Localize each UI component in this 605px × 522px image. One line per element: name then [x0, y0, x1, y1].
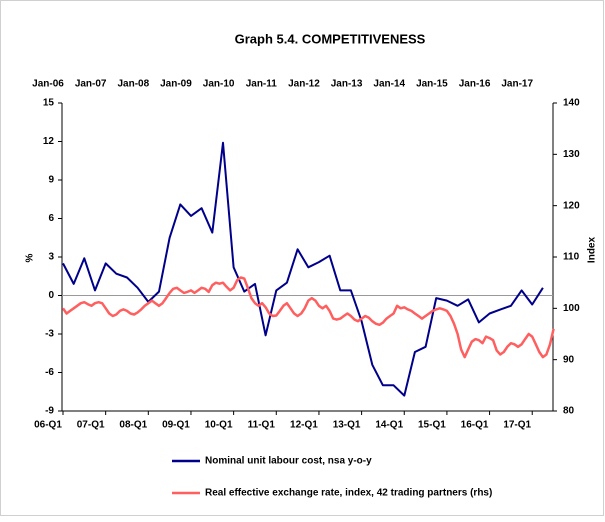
x-tick-label: 15-Q1 [418, 420, 446, 431]
x-tick-label: 11-Q1 [248, 420, 276, 431]
y2-tick-label: 120 [563, 200, 580, 211]
y-tick-label: 9 [48, 175, 54, 186]
x2-tick-label: Jan-12 [288, 79, 320, 90]
x-tick-label: 16-Q1 [461, 420, 489, 431]
x-tick-label: 07-Q1 [77, 420, 105, 431]
x-tick-label: 14-Q1 [375, 420, 403, 431]
y2-tick-label: 100 [563, 303, 580, 314]
y2-tick-label: 130 [563, 149, 580, 160]
x2-tick-label: Jan-13 [331, 79, 363, 90]
y-tick-label: 0 [48, 290, 54, 301]
legend-label: Real effective exchange rate, index, 42 … [205, 488, 492, 499]
x2-tick-label: Jan-09 [160, 79, 192, 90]
x2-tick-label: Jan-16 [459, 79, 491, 90]
chart-title: Graph 5.4. COMPETITIVENESS [235, 31, 426, 46]
x2-tick-label: Jan-17 [501, 79, 533, 90]
x2-tick-label: Jan-08 [117, 79, 149, 90]
legend-label: Nominal unit labour cost, nsa y-o-y [205, 456, 372, 467]
y2-tick-label: 140 [563, 98, 580, 109]
x-tick-label: 17-Q1 [503, 420, 531, 431]
x2-tick-label: Jan-14 [373, 79, 405, 90]
x2-tick-label: Jan-06 [32, 79, 64, 90]
y2-axis-label: Index [587, 237, 598, 264]
y-tick-label: 6 [48, 213, 54, 224]
x-tick-label: 12-Q1 [290, 420, 318, 431]
y-tick-label: -3 [45, 329, 54, 340]
series-line [62, 141, 544, 397]
series-line [61, 276, 555, 359]
x2-tick-label: Jan-10 [203, 79, 235, 90]
x-tick-label: 13-Q1 [333, 420, 361, 431]
y-tick-label: -6 [45, 367, 54, 378]
y-tick-label: -9 [45, 406, 54, 417]
x2-tick-label: Jan-11 [246, 79, 278, 90]
y2-tick-label: 90 [563, 354, 575, 365]
y-tick-label: 15 [43, 98, 55, 109]
y2-tick-label: 110 [563, 252, 580, 263]
y-tick-label: 12 [43, 136, 55, 147]
y-axis-label: % [25, 253, 36, 262]
x-tick-label: 09-Q1 [162, 420, 190, 431]
x-tick-label: 06-Q1 [34, 420, 62, 431]
y-tick-label: 3 [48, 252, 54, 263]
x2-tick-label: Jan-07 [75, 79, 107, 90]
x2-tick-label: Jan-15 [416, 79, 448, 90]
x-tick-label: 10-Q1 [205, 420, 233, 431]
x-tick-label: 08-Q1 [119, 420, 147, 431]
y2-tick-label: 80 [563, 406, 575, 417]
